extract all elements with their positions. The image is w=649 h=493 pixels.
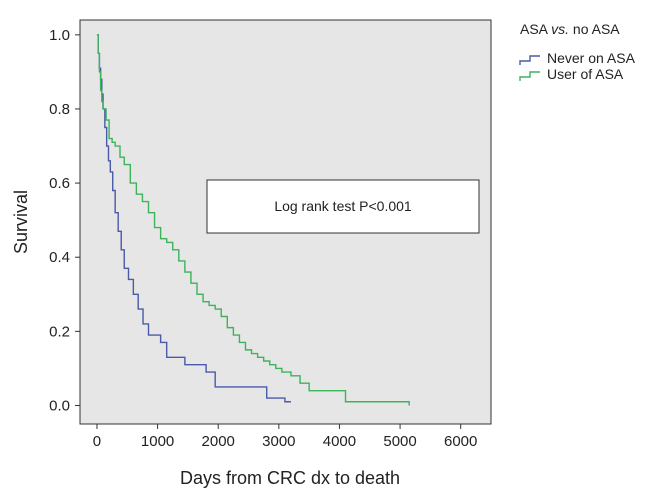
legend-label-never-on-asa: Never on ASA <box>547 50 636 66</box>
x-axis: 0 1000 2000 3000 4000 5000 6000 <box>93 424 477 450</box>
x-tick-label: 4000 <box>323 433 356 450</box>
x-tick-label: 3000 <box>262 433 295 450</box>
legend-title-prefix: ASA <box>520 21 551 37</box>
legend-title: ASA vs. no ASA <box>520 21 620 37</box>
series-layer <box>96 34 410 406</box>
series-line-user-of-asa <box>96 34 410 406</box>
y-tick-label: 1.0 <box>49 27 70 44</box>
x-tick-label: 1000 <box>141 433 174 450</box>
legend: ASA vs. no ASA Never on ASA User of ASA <box>519 21 636 82</box>
y-axis: 0.0 0.2 0.4 0.6 0.8 1.0 <box>49 27 80 414</box>
legend-label-user-of-asa: User of ASA <box>547 66 624 82</box>
x-tick-label: 5000 <box>383 433 416 450</box>
legend-symbol-never-on-asa <box>519 55 540 65</box>
y-tick-label: 0.0 <box>49 397 70 414</box>
legend-symbol-user-of-asa <box>519 71 540 81</box>
x-tick-label: 0 <box>93 433 101 450</box>
y-tick-label: 0.4 <box>49 249 70 266</box>
legend-title-suffix: no ASA <box>569 21 620 37</box>
x-axis-title: Days from CRC dx to death <box>180 468 400 488</box>
legend-title-italic: vs. <box>551 21 569 37</box>
y-tick-label: 0.2 <box>49 323 70 340</box>
y-tick-label: 0.8 <box>49 101 70 118</box>
y-axis-title: Survival <box>11 190 31 254</box>
x-tick-label: 6000 <box>444 433 477 450</box>
log-rank-annotation: Log rank test P<0.001 <box>274 198 412 214</box>
annotation-box <box>206 179 480 234</box>
y-tick-label: 0.6 <box>49 175 70 192</box>
x-tick-label: 2000 <box>202 433 235 450</box>
